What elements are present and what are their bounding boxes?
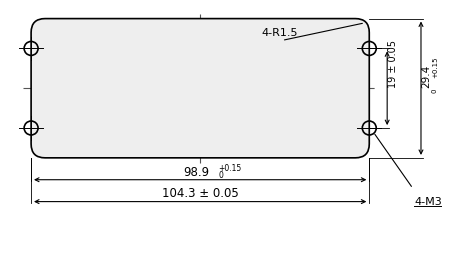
Text: 29.4: 29.4 <box>421 65 431 88</box>
Text: +0.15: +0.15 <box>218 164 242 173</box>
FancyBboxPatch shape <box>31 19 369 158</box>
Text: 0: 0 <box>432 89 438 93</box>
Text: 4-M3: 4-M3 <box>414 197 442 207</box>
Text: 19 ± 0.05: 19 ± 0.05 <box>388 40 398 88</box>
Text: +0.15: +0.15 <box>432 57 438 78</box>
Text: 4-R1.5: 4-R1.5 <box>262 27 298 38</box>
Text: 0: 0 <box>218 171 223 180</box>
Text: 104.3 ± 0.05: 104.3 ± 0.05 <box>162 187 239 200</box>
Text: 98.9: 98.9 <box>183 166 209 179</box>
